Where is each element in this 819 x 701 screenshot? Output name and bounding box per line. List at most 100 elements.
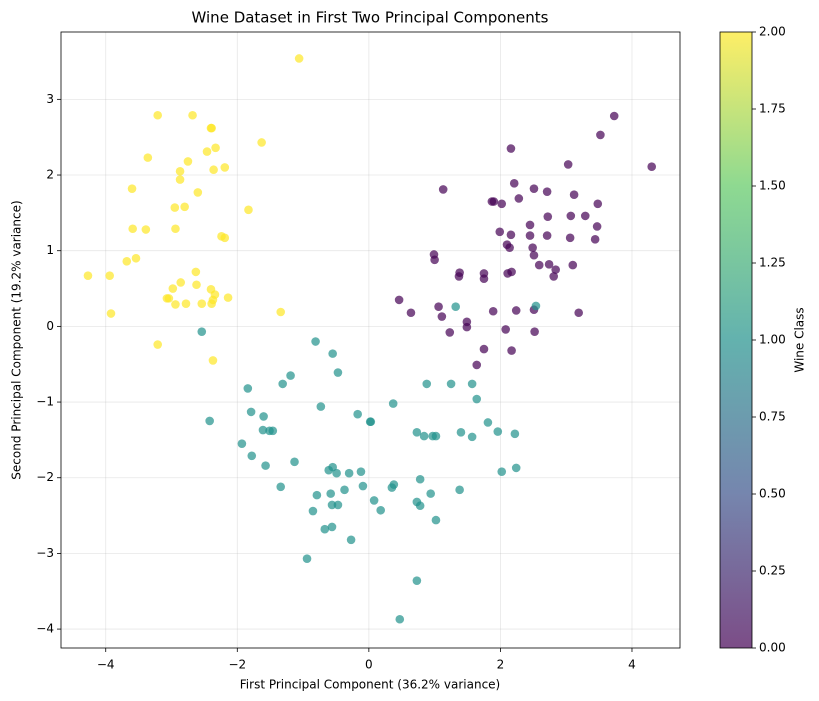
scatter-point — [511, 463, 521, 473]
scatter-point — [131, 253, 141, 263]
scatter-point — [415, 474, 425, 484]
scatter-point — [415, 501, 425, 511]
scatter-point — [276, 482, 286, 492]
scatter-point — [431, 515, 441, 525]
y-tick-label: −2 — [36, 470, 54, 484]
scatter-point — [181, 299, 191, 308]
scatter-point — [312, 490, 322, 500]
scatter-point — [223, 293, 233, 302]
scatter-point — [153, 340, 162, 349]
colorbar-tick-label: 1.75 — [759, 102, 786, 116]
scatter-point — [574, 308, 583, 318]
y-tick-label: 3 — [46, 92, 54, 106]
scatter-point — [246, 407, 256, 417]
scatter-point — [507, 346, 516, 355]
scatter-point — [356, 467, 366, 476]
scatter-point — [434, 302, 443, 312]
scatter-point — [529, 184, 539, 193]
scatter-point — [197, 299, 207, 308]
scatter-point — [168, 284, 178, 293]
scatter-point — [327, 522, 337, 532]
scatter-point — [563, 160, 573, 169]
scatter-point — [467, 379, 477, 389]
scatter-point — [308, 506, 318, 516]
scatter-point — [170, 203, 180, 212]
scatter-point — [106, 309, 116, 318]
scatter-point — [327, 500, 337, 510]
scatter-point — [332, 468, 341, 478]
scatter-point — [326, 489, 336, 498]
colorbar-tick-label: 0.50 — [759, 487, 786, 501]
scatter-point — [141, 225, 151, 234]
scatter-point — [529, 250, 539, 260]
scatter-point — [202, 147, 212, 156]
scatter-point — [247, 451, 257, 461]
y-tick-label: −4 — [36, 622, 54, 636]
y-tick-label: 0 — [46, 319, 54, 333]
scatter-point — [83, 271, 93, 280]
scatter-point — [525, 231, 535, 240]
scatter-point — [510, 429, 520, 439]
scatter-point — [258, 425, 268, 435]
scatter-point — [208, 356, 218, 365]
scatter-point — [509, 179, 519, 188]
scatter-point — [344, 468, 354, 478]
scatter-point — [568, 260, 578, 270]
scatter-point — [333, 500, 343, 510]
scatter-point — [171, 224, 180, 234]
scatter-point — [366, 417, 376, 427]
colorbar-tick-label: 1.00 — [759, 333, 786, 347]
scatter-point — [456, 428, 466, 437]
scatter-point — [197, 327, 207, 336]
scatter-point — [316, 402, 326, 411]
scatter-point — [302, 554, 312, 564]
y-tick-label: 1 — [46, 243, 54, 257]
scatter-point — [566, 211, 576, 221]
plot-frame — [60, 31, 681, 649]
scatter-point — [376, 505, 385, 515]
scatter-point — [542, 231, 552, 240]
scatter-point — [488, 306, 498, 316]
scatter-point — [175, 166, 185, 176]
scatter-point — [171, 300, 180, 309]
scatter-point — [353, 409, 362, 419]
scatter-point — [506, 230, 516, 240]
scatter-point — [549, 272, 559, 281]
scatter-point — [569, 190, 579, 200]
scatter-point — [472, 360, 482, 370]
scatter-point — [479, 344, 489, 354]
scatter-point — [451, 302, 460, 312]
x-tick-label: 2 — [497, 658, 505, 672]
scatter-point — [127, 184, 137, 193]
scatter-point — [412, 576, 422, 585]
scatter-point — [220, 163, 230, 172]
scatter-point — [487, 197, 497, 206]
scatter-point — [596, 130, 605, 140]
scatter-point — [406, 308, 416, 318]
scatter-point — [590, 235, 600, 244]
scatter-point — [479, 274, 489, 284]
colorbar — [720, 32, 752, 648]
scatter-point — [143, 153, 153, 162]
scatter-point — [437, 312, 447, 321]
scatter-point — [220, 233, 230, 243]
x-tick-label: 0 — [365, 658, 373, 672]
scatter-point — [543, 212, 553, 221]
scatter-point — [495, 227, 505, 237]
scatter-point — [551, 265, 560, 274]
scatter-point — [503, 269, 512, 278]
x-tick-label: −4 — [97, 658, 115, 672]
scatter-point — [505, 243, 514, 252]
scatter-point — [209, 165, 218, 175]
scatter-point — [278, 379, 287, 389]
scatter-point — [320, 524, 330, 534]
scatter-point — [531, 301, 541, 311]
colorbar-tick-label: 0.00 — [759, 641, 786, 655]
scatter-point — [565, 233, 575, 243]
scatter-point — [259, 412, 268, 421]
scatter-point — [164, 294, 174, 303]
scatter-point — [176, 278, 186, 287]
scatter-point — [445, 328, 455, 337]
scatter-point — [243, 384, 253, 393]
